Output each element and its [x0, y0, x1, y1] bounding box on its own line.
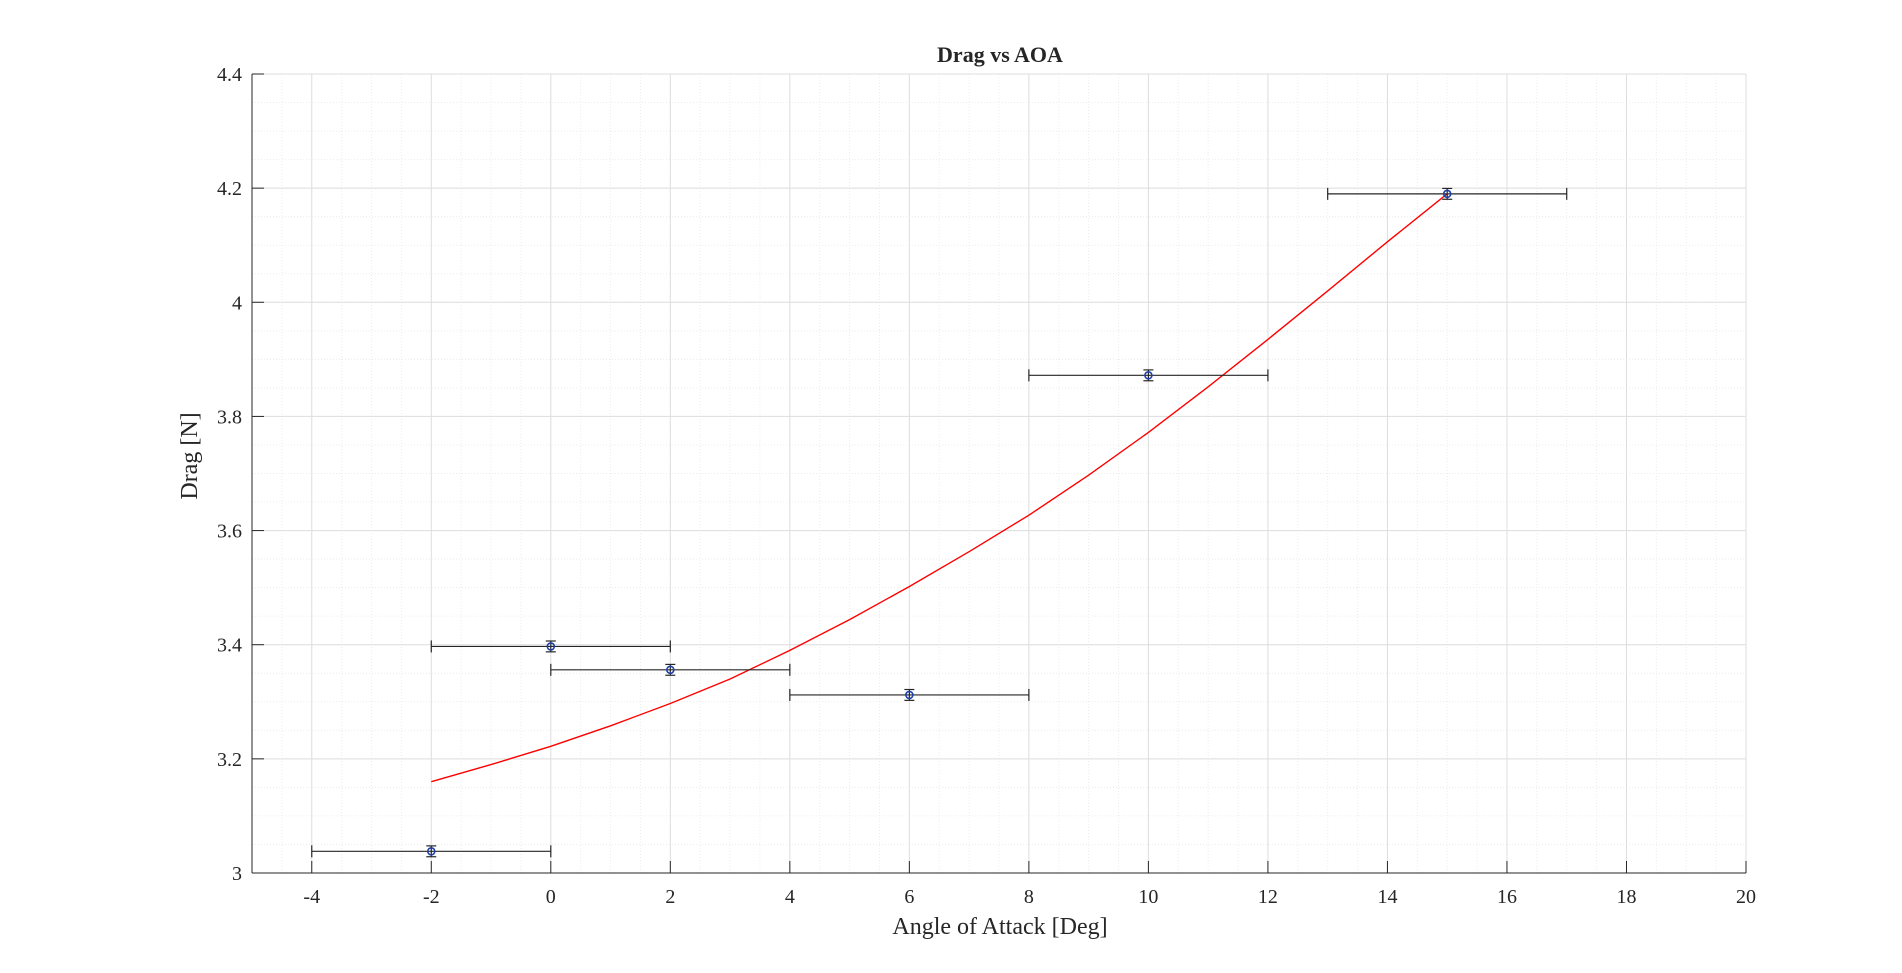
- fit-curve-layer: [431, 193, 1448, 783]
- x-tick-label: -2: [423, 886, 440, 908]
- data-point-marker: [905, 690, 914, 700]
- x-tick-label: 2: [665, 886, 675, 908]
- data-point-marker: [1442, 189, 1452, 199]
- tick-labels: -4 -2 0 2 4 6 8 10 12 14 16 18 20 3 3.2 3.4 3.6 3.8 4 4.2 4.…: [217, 64, 1756, 908]
- data-point-group: [789, 688, 1030, 701]
- data-point-group: [1327, 187, 1568, 200]
- y-tick-label: 3.8: [217, 406, 242, 428]
- chart-title: Drag vs AOA: [937, 42, 1063, 67]
- x-tick-label: 14: [1377, 886, 1397, 908]
- y-tick-label: 3.2: [217, 749, 242, 771]
- y-axis-label: Drag [N]: [177, 412, 203, 499]
- data-point-group: [1028, 369, 1269, 382]
- x-tick-label: 18: [1616, 886, 1636, 908]
- y-tick-label: 3.6: [217, 521, 242, 543]
- x-tick-label: 8: [1024, 886, 1034, 908]
- fit-curve: [431, 193, 1448, 783]
- y-tick-label: 4.4: [217, 64, 242, 86]
- x-tick-label: 16: [1497, 886, 1517, 908]
- data-point-marker: [426, 847, 436, 856]
- data-point-marker: [546, 642, 556, 651]
- x-tick-label: 12: [1258, 886, 1278, 908]
- x-tick-label: 4: [785, 886, 795, 908]
- y-tick-label: 3.4: [217, 635, 242, 657]
- x-axis-label: Angle of Attack [Deg]: [892, 914, 1107, 940]
- data-points-layer: [311, 187, 1568, 858]
- data-point-group: [311, 845, 552, 858]
- data-point-group: [430, 640, 671, 653]
- axes: [251, 73, 1747, 874]
- y-tick-label: 4.2: [217, 178, 242, 200]
- y-tick-label: 3: [232, 863, 242, 885]
- data-point-marker: [1144, 371, 1153, 380]
- x-tick-label: 20: [1736, 886, 1756, 908]
- y-tick-label: 4: [232, 292, 242, 314]
- x-tick-label: 10: [1138, 886, 1158, 908]
- grid: [251, 73, 1747, 874]
- x-tick-label: 0: [546, 886, 556, 908]
- data-point-marker: [666, 665, 675, 675]
- x-tick-label: -4: [303, 886, 320, 908]
- data-point-group: [550, 663, 791, 676]
- x-tick-label: 6: [904, 886, 914, 908]
